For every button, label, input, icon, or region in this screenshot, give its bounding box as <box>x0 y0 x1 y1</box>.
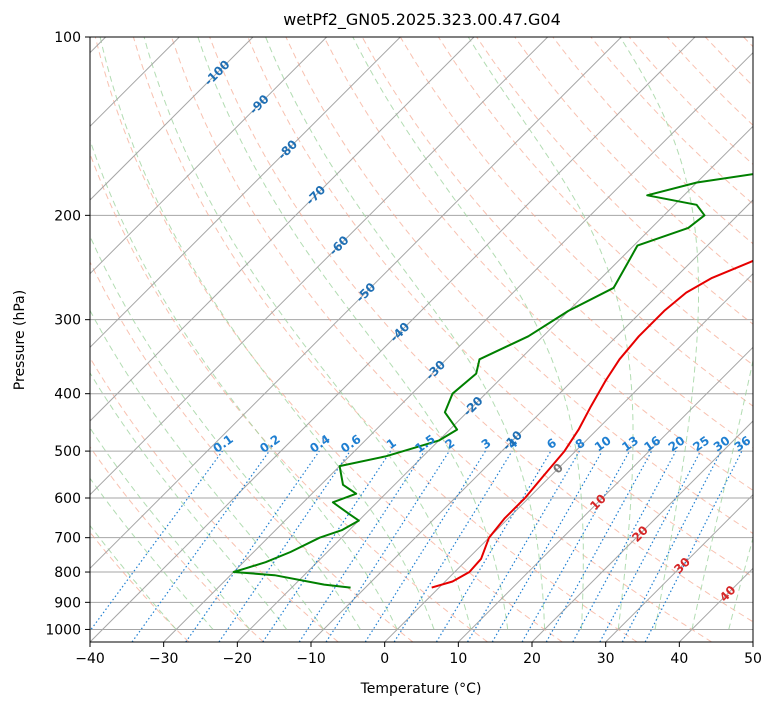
x-tick-label: −30 <box>149 651 179 667</box>
moist-adiabat-line <box>619 37 699 630</box>
moist-adiabat-line <box>90 477 214 630</box>
y-tick-label: 1000 <box>45 622 81 638</box>
moist-adiabat-line <box>691 358 753 630</box>
mixing-ratio-line <box>491 450 603 642</box>
x-axis: −40 −30 −20 −10 0 10 20 30 40 50 <box>75 642 762 667</box>
mixing-ratio-line <box>435 450 552 642</box>
y-tick-label: 100 <box>54 30 81 46</box>
background-lines <box>90 37 753 642</box>
isotherm-line <box>457 346 753 642</box>
x-tick-label: 40 <box>670 651 688 667</box>
dry-adiabat-line <box>132 37 638 642</box>
mixing-ratio-line <box>325 450 450 642</box>
moist-adiabat-line <box>90 138 398 630</box>
temperature-line <box>431 259 753 589</box>
moist-adiabat-line <box>90 309 324 630</box>
dry-adiabat-line <box>94 37 563 642</box>
isotherm-line <box>90 37 696 642</box>
isotherm-line <box>90 37 328 275</box>
moist-adiabat-line <box>90 427 251 630</box>
moist-adiabat-line <box>265 37 546 630</box>
isotherm-line <box>90 37 475 422</box>
moist-adiabat-line <box>90 524 177 630</box>
chart-title: wetPf2_GN05.2025.323.00.47.G04 <box>283 10 561 30</box>
dry-adiabat-line <box>209 37 753 623</box>
dry-adiabat-line <box>323 37 753 491</box>
x-tick-label: −40 <box>75 651 105 667</box>
y-axis-title: Pressure (hPa) <box>12 290 28 390</box>
x-tick-label: 30 <box>597 651 615 667</box>
y-axis: 100 200 300 400 500 600 700 800 900 1000 <box>45 30 90 638</box>
y-tick-label: 300 <box>54 313 81 329</box>
data-series <box>232 173 753 589</box>
isotherm-line <box>605 493 753 642</box>
isotherm-line <box>163 51 753 642</box>
mixing-ratio-line <box>521 450 631 642</box>
mixing-ratio-line <box>364 450 486 642</box>
dry-adiabat-line <box>247 37 753 578</box>
isotherm-line <box>90 37 549 496</box>
isotherm-line <box>384 272 753 642</box>
x-tick-label: 10 <box>449 651 467 667</box>
mixing-ratio-line <box>393 450 513 642</box>
y-tick-label: 500 <box>54 444 81 460</box>
mixing-ratio-line <box>218 450 351 642</box>
mixing-ratio-line <box>572 450 677 642</box>
moist-adiabat-line <box>197 37 509 630</box>
x-tick-label: 50 <box>744 651 762 667</box>
moist-adiabat-line <box>467 37 634 630</box>
moist-adiabat-line <box>90 235 361 630</box>
isotherm-line <box>310 199 753 642</box>
y-tick-label: 400 <box>54 387 81 403</box>
moist-adiabat-line <box>90 371 288 630</box>
y-tick-label: 600 <box>54 491 81 507</box>
y-tick-label: 200 <box>54 208 81 224</box>
y-tick-label: 900 <box>54 595 81 611</box>
mixing-ratio-line <box>185 450 320 642</box>
dry-adiabat-line <box>171 37 712 642</box>
x-tick-label: 20 <box>523 651 541 667</box>
dry-adiabat-line <box>476 37 753 325</box>
y-tick-label: 800 <box>54 565 81 581</box>
x-tick-label: −20 <box>223 651 253 667</box>
dewpoint-line <box>232 173 753 589</box>
moist-adiabat-line <box>99 37 435 630</box>
x-tick-label: 0 <box>380 651 389 667</box>
dry-adiabat-line <box>514 37 753 285</box>
isotherm-line <box>90 37 254 201</box>
x-axis-title: Temperature (°C) <box>360 681 482 697</box>
dry-adiabat-line <box>90 260 414 642</box>
x-tick-label: −10 <box>296 651 326 667</box>
mixing-ratio-line <box>545 450 653 642</box>
isotherm-line <box>236 125 753 642</box>
dry-adiabat-line <box>285 37 753 535</box>
moist-adiabat-line <box>352 37 584 630</box>
isotherm-line <box>531 420 753 642</box>
dry-adiabat-line <box>90 356 339 642</box>
isotherm-line <box>90 37 622 570</box>
moist-adiabat-line <box>143 37 472 630</box>
moist-adiabat-line <box>728 536 753 630</box>
y-tick-label: 700 <box>54 531 81 547</box>
isotherm-line <box>90 37 401 349</box>
mixing-ratio-line <box>466 450 580 642</box>
dry-adiabat-line <box>90 446 264 642</box>
plot-frame <box>89 36 754 643</box>
